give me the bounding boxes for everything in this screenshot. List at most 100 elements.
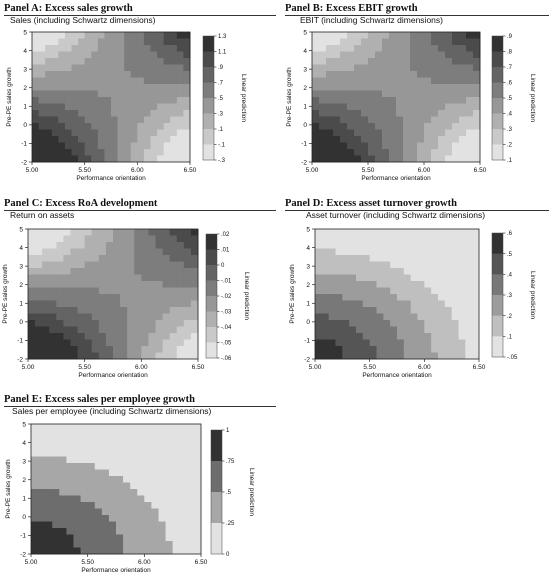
contour-cell xyxy=(362,326,371,334)
contour-cell xyxy=(165,495,174,503)
contour-cell xyxy=(319,58,327,65)
contour-cell xyxy=(376,274,384,282)
contour-cell xyxy=(390,287,398,295)
contour-cell xyxy=(130,38,138,46)
contour-cell xyxy=(38,149,46,156)
contour-cell xyxy=(94,547,103,555)
contour-cell xyxy=(45,430,53,438)
contour-cell xyxy=(383,326,391,334)
contour-cell xyxy=(56,261,64,269)
contour-cell xyxy=(403,123,411,130)
contour-cell xyxy=(130,424,138,431)
contour-cell xyxy=(158,456,166,464)
contour-cell xyxy=(155,346,163,353)
contour-cell xyxy=(158,541,166,548)
contour-cell xyxy=(362,255,371,262)
contour-cell xyxy=(130,136,138,143)
contour-cell xyxy=(91,32,99,39)
contour-cell xyxy=(73,541,81,548)
contour-cell xyxy=(91,235,100,243)
contour-cell xyxy=(59,463,67,470)
contour-cell xyxy=(190,346,199,353)
contour-cell xyxy=(169,255,178,262)
contour-cell xyxy=(78,103,86,111)
contour-cell xyxy=(466,129,474,137)
contour-cell xyxy=(473,123,481,130)
contour-cell xyxy=(38,534,46,542)
x-tick-label: 6.00 xyxy=(131,167,144,174)
contour-cell xyxy=(459,90,467,98)
contour-cell xyxy=(87,463,96,470)
contour-cell xyxy=(77,281,86,288)
contour-cell xyxy=(104,123,112,130)
contour-cell xyxy=(176,116,184,124)
contour-cell xyxy=(417,300,425,308)
contour-cell xyxy=(51,136,59,143)
contour-cell xyxy=(452,71,460,78)
contour-cell xyxy=(134,281,142,288)
legend-label: .5 xyxy=(507,252,513,258)
contour-cell xyxy=(369,294,377,301)
contour-cell xyxy=(424,326,432,334)
contour-cell xyxy=(458,339,466,347)
contour-cell xyxy=(465,326,473,334)
contour-cell xyxy=(117,51,125,59)
contour-cell xyxy=(410,136,418,143)
contour-cell xyxy=(328,248,336,256)
contour-cell xyxy=(312,149,320,156)
contour-cell xyxy=(193,547,202,555)
contour-cell xyxy=(73,528,81,535)
contour-cell xyxy=(59,450,67,457)
contour-cell xyxy=(424,339,432,347)
contour-cell xyxy=(466,136,474,143)
contour-cell xyxy=(321,235,330,243)
contour-cell xyxy=(77,346,86,353)
contour-cell xyxy=(42,281,50,288)
contour-cell xyxy=(78,110,86,117)
contour-cell xyxy=(438,320,446,327)
contour-cell xyxy=(328,320,336,327)
contour-cell xyxy=(120,352,128,360)
contour-cell xyxy=(63,326,71,334)
contour-cell xyxy=(459,142,467,150)
contour-cell xyxy=(397,294,405,301)
contour-cell xyxy=(172,443,181,451)
contour-cell xyxy=(163,155,171,163)
contour-cell xyxy=(108,534,117,542)
contour-cell xyxy=(101,456,110,464)
contour-cell xyxy=(403,77,411,85)
contour-cell xyxy=(396,38,404,46)
contour-cell xyxy=(472,307,480,314)
contour-cell xyxy=(141,261,149,269)
contour-cell xyxy=(458,255,466,262)
contour-cell xyxy=(38,456,46,464)
contour-cell xyxy=(466,71,474,78)
contour-cell xyxy=(356,352,364,360)
contour-cell xyxy=(91,242,100,249)
contour-cell xyxy=(179,469,188,477)
contour-cell xyxy=(342,333,350,340)
contour-cell xyxy=(105,242,114,249)
contour-cell xyxy=(91,45,99,52)
contour-cell xyxy=(157,149,165,156)
chart-title: Sales per employee (including Schwartz d… xyxy=(12,406,212,416)
contour-cell xyxy=(465,346,473,353)
contour-cell xyxy=(183,136,191,143)
contour-cell xyxy=(105,300,114,308)
contour-cell xyxy=(438,103,446,111)
contour-cell xyxy=(315,235,323,243)
contour-cell xyxy=(98,300,107,308)
contour-cell xyxy=(417,97,425,104)
contour-cell xyxy=(120,313,128,321)
contour-cell xyxy=(32,84,39,91)
contour-cell xyxy=(155,300,163,308)
legend-title: Linear prediction xyxy=(529,74,536,122)
contour-cell xyxy=(186,495,195,503)
contour-cell xyxy=(403,242,412,249)
contour-cell xyxy=(71,149,79,156)
contour-cell xyxy=(28,281,36,288)
contour-cell xyxy=(155,248,163,256)
contour-cell xyxy=(176,281,185,288)
contour-cell xyxy=(148,287,156,295)
contour-cell xyxy=(137,129,145,137)
